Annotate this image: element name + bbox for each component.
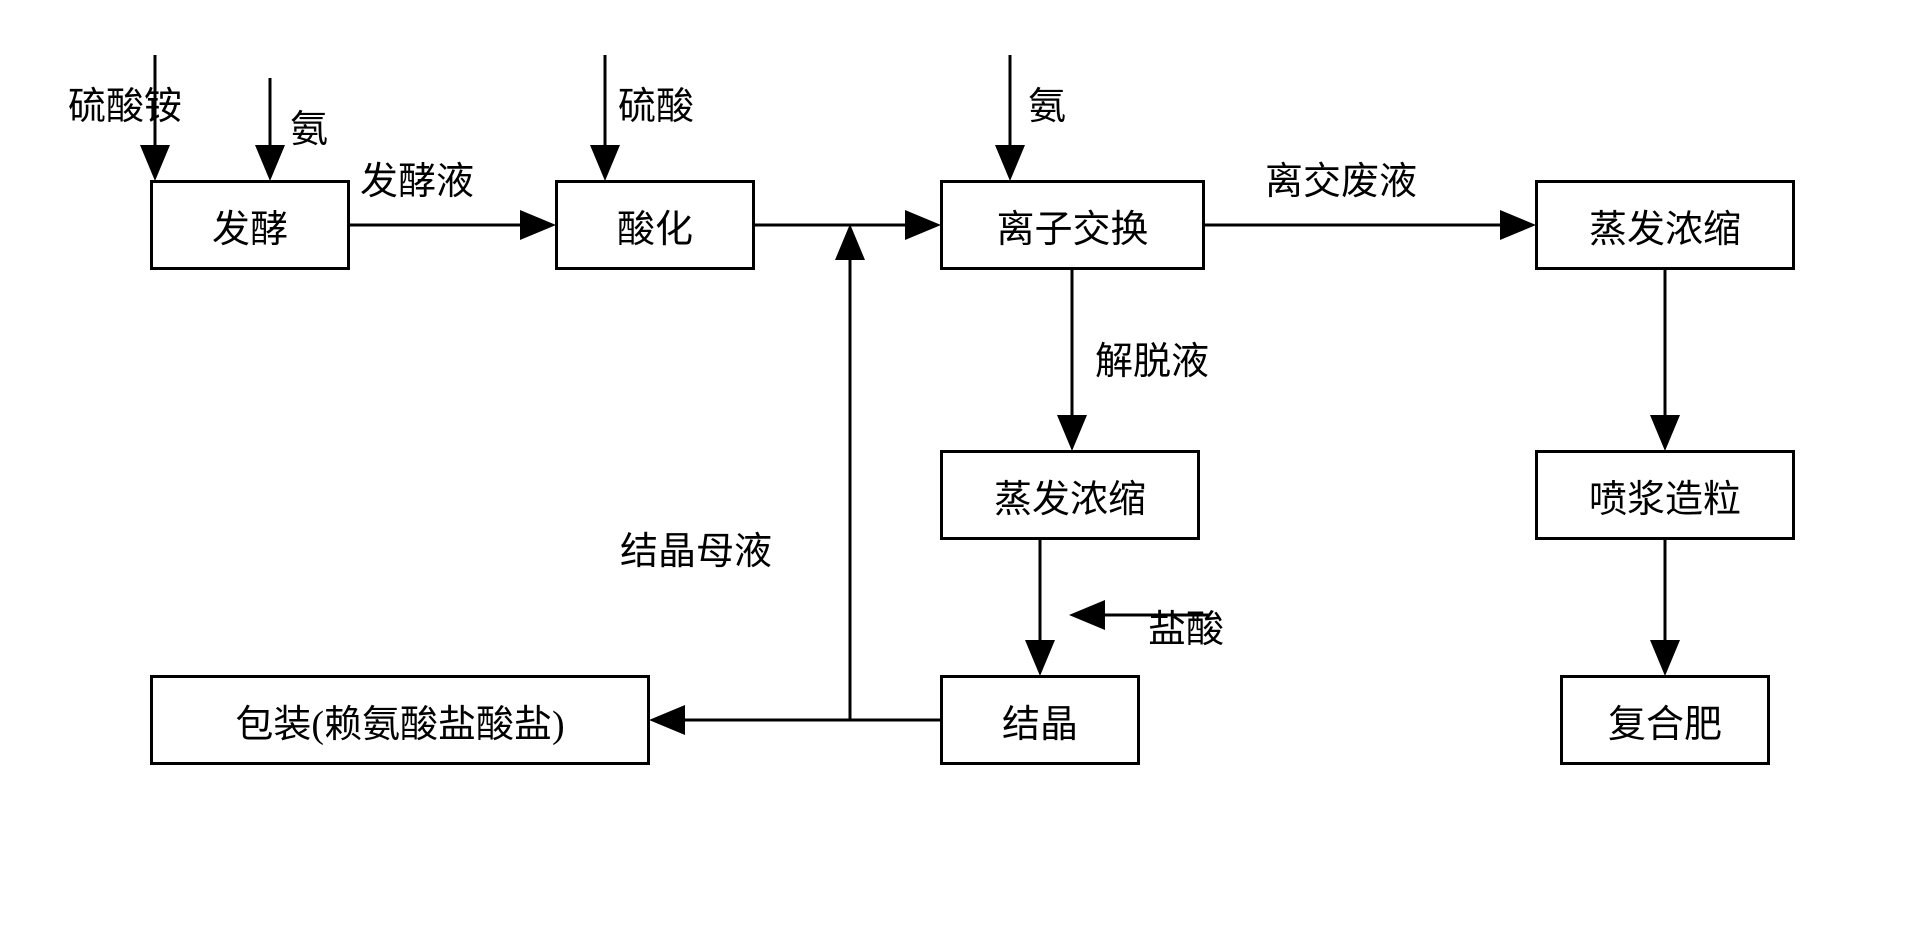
- node-fermentation: 发酵: [150, 180, 350, 270]
- node-label: 蒸发浓缩: [1589, 198, 1741, 253]
- edge-label-waste-liquid: 离交废液: [1265, 150, 1417, 205]
- label-text: 发酵液: [360, 161, 474, 203]
- label-text: 硫酸铵: [68, 86, 182, 128]
- node-label: 结晶: [1002, 693, 1078, 748]
- node-label: 发酵: [212, 198, 288, 253]
- node-spray-granulation: 喷浆造粒: [1535, 450, 1795, 540]
- node-evap-concentrate-right: 蒸发浓缩: [1535, 180, 1795, 270]
- edge-label-desorption-liquid: 解脱液: [1095, 330, 1209, 385]
- node-crystallization: 结晶: [940, 675, 1140, 765]
- node-label: 包装(赖氨酸盐酸盐): [235, 693, 564, 748]
- input-label-ammonium-sulfate: 硫酸铵: [68, 75, 182, 130]
- input-label-ammonia-2: 氨: [1028, 75, 1066, 130]
- node-acidification: 酸化: [555, 180, 755, 270]
- label-text: 氨: [290, 109, 328, 151]
- label-text: 结晶母液: [620, 531, 772, 573]
- edge-label-crystal-mother-liquid: 结晶母液: [620, 520, 772, 575]
- input-label-sulfuric-acid: 硫酸: [618, 75, 694, 130]
- node-evap-concentrate-center: 蒸发浓缩: [940, 450, 1200, 540]
- node-label: 酸化: [617, 198, 693, 253]
- node-label: 离子交换: [996, 198, 1148, 253]
- label-text: 解脱液: [1095, 341, 1209, 383]
- input-label-hydrochloric-acid: 盐酸: [1148, 598, 1224, 653]
- node-ion-exchange: 离子交换: [940, 180, 1205, 270]
- node-label: 喷浆造粒: [1589, 468, 1741, 523]
- node-compound-fertilizer: 复合肥: [1560, 675, 1770, 765]
- node-label: 复合肥: [1608, 693, 1722, 748]
- label-text: 硫酸: [618, 86, 694, 128]
- input-label-ammonia-1: 氨: [290, 98, 328, 153]
- edge-label-fermentation-liquid: 发酵液: [360, 150, 474, 205]
- label-text: 盐酸: [1148, 609, 1224, 651]
- label-text: 氨: [1028, 86, 1066, 128]
- node-packaging: 包装(赖氨酸盐酸盐): [150, 675, 650, 765]
- flowchart-diagram: 发酵 酸化 离子交换 蒸发浓缩 蒸发浓缩 喷浆造粒 结晶 包装(赖氨酸盐酸盐) …: [0, 0, 1928, 942]
- node-label: 蒸发浓缩: [994, 468, 1146, 523]
- label-text: 离交废液: [1265, 161, 1417, 203]
